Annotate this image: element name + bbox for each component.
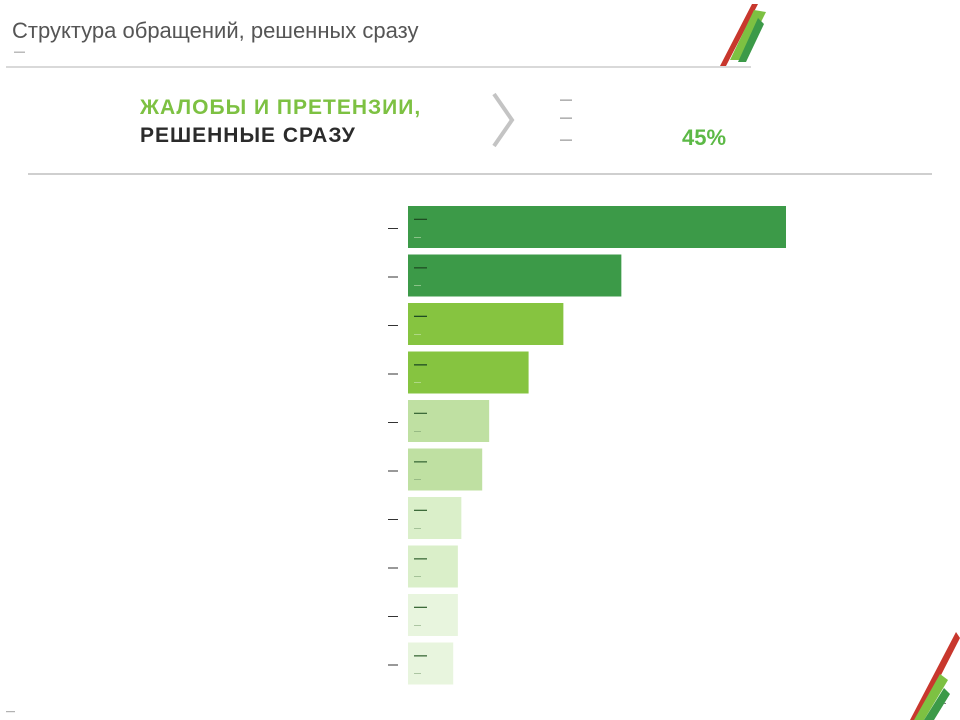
bar-value-label: — <box>414 648 427 663</box>
bar-value-label: — <box>414 405 427 420</box>
bar-sub-label: — <box>414 428 421 435</box>
bar-sub-label: — <box>414 283 421 290</box>
bar-sub-label: — <box>414 234 421 241</box>
callout-line-3: — <box>560 132 573 146</box>
category-label: — <box>388 320 398 331</box>
category-label: — <box>388 514 398 525</box>
category-label: — <box>388 272 398 283</box>
category-label: — <box>388 417 398 428</box>
slide-header: Структура обращений, решенных сразу — <box>6 6 751 68</box>
chart-bar <box>408 594 458 636</box>
bar-value-label: — <box>414 260 427 275</box>
callout-line-2: — <box>560 110 573 124</box>
bar-sub-label: — <box>414 525 421 532</box>
category-label: — <box>388 223 398 234</box>
headline-accent: ЖАЛОБЫ И ПРЕТЕНЗИИ, <box>140 96 422 119</box>
callout-line-1: — <box>560 92 573 106</box>
category-label: — <box>388 563 398 574</box>
bar-value-label: — <box>414 551 427 566</box>
bar-value-label: — <box>414 357 427 372</box>
bar-sub-label: — <box>414 380 421 387</box>
headline-main: РЕШЕННЫЕ СРАЗУ <box>140 124 356 147</box>
chart-bar <box>408 497 462 539</box>
chart-bar <box>408 303 564 345</box>
chart-bar <box>408 206 786 248</box>
callout-percent: 45% <box>682 125 727 150</box>
category-label: — <box>388 611 398 622</box>
slide-title: Структура обращений, решенных сразу <box>12 18 419 43</box>
bar-value-label: — <box>414 502 427 517</box>
category-label: — <box>388 466 398 477</box>
bar-value-label: — <box>414 599 427 614</box>
chart-bar <box>408 254 622 297</box>
chart-bar <box>408 351 529 394</box>
category-label: — <box>388 660 398 671</box>
slide-subtitle: — <box>14 46 25 58</box>
chart-bar <box>408 400 490 442</box>
bar-sub-label: — <box>414 671 421 678</box>
bar-value-label: — <box>414 308 427 323</box>
bar-sub-label: — <box>414 331 421 338</box>
footnote: — <box>6 706 15 716</box>
brand-logo-icon <box>720 4 766 66</box>
bar-sub-label: — <box>414 574 421 581</box>
category-label: — <box>388 369 398 380</box>
corner-brand-logo-icon <box>910 632 960 720</box>
chart-bar <box>408 642 454 685</box>
chart-bar <box>408 545 458 588</box>
bar-sub-label: — <box>414 477 421 484</box>
bar-sub-label: — <box>414 622 421 629</box>
bar-value-label: — <box>414 211 427 226</box>
chart-bar <box>408 448 483 491</box>
bar-value-label: — <box>414 454 427 469</box>
chevron-right-icon <box>492 92 515 148</box>
section-divider <box>28 173 932 175</box>
